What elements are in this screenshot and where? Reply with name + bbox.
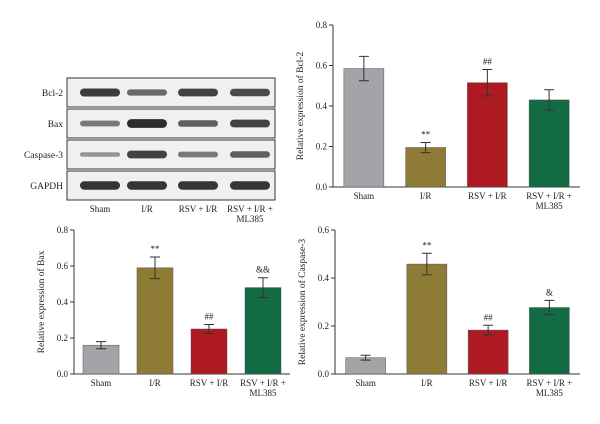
bax-category-label-rsv-i-r-ml385: RSV + I/R +: [240, 378, 286, 388]
bax-y-tick-label: 0.0: [57, 369, 69, 379]
bcl2-y-tick-label: 0.4: [316, 101, 328, 111]
bax-y-tick-label: 0.8: [57, 225, 69, 235]
caspase3-category-label-rsv-i-r: RSV + I/R: [469, 378, 507, 388]
caspase3-error-bar-rsv-i-r: [483, 324, 494, 336]
caspase3-category-label-sham: Sham: [355, 378, 376, 388]
blot-band-gapdh-lane-1: [80, 181, 120, 190]
blot-lane-label-ml385: ML385: [237, 214, 265, 224]
caspase3-bar-chart: 0.0 0.2 0.4 0.6 Relative expression of Caspa…: [297, 225, 580, 398]
bax-bar-rsv-i-r-ml385: [244, 287, 282, 375]
caspase3-y-tick-label: 0.4: [318, 273, 330, 283]
blot-band-bcl-2-lane-3: [178, 88, 218, 97]
caspase3-y-axis-label: Relative expression of Caspase-3: [297, 239, 308, 366]
caspase3-significance-i-r: **: [422, 240, 432, 250]
caspase3-error-bar-rsv-i-r-ml385: [544, 299, 555, 316]
caspase3-bar-rsv-i-r-ml385: [529, 307, 570, 375]
bcl2-error-bar-sham: [358, 55, 369, 82]
caspase3-category-label-rsv-i-r-ml385: RSV + I/R +: [527, 378, 573, 388]
bax-category-label-i-r: I/R: [149, 378, 161, 388]
blot-lane-label-i-r: I/R: [141, 204, 153, 214]
bcl2-y-tick-label: 0.8: [316, 20, 328, 30]
bax-category-label-sham: Sham: [91, 378, 112, 388]
caspase3-category-label-i-r: I/R: [421, 378, 433, 388]
bax-category-label-rsv-i-r-ml385: ML385: [250, 388, 278, 398]
bax-error-bar-sham: [96, 341, 106, 350]
blot-row-label-bax: Bax: [48, 120, 64, 130]
bax-bar-rsv-i-r: [190, 328, 228, 375]
blot-lane-label-rsv-i-r: RSV + I/R +: [227, 204, 273, 214]
western-blot-panel: Bcl-2 Bax Caspase-3 GAPDH Sham I/R RSV + I/R RS…: [24, 77, 276, 224]
caspase3-significance-rsv-i-r: ##: [484, 312, 494, 322]
blot-row-label-gapdh: GAPDH: [30, 182, 63, 192]
bax-bar-i-r: [136, 267, 174, 375]
bax-bar-chart: 0.0 0.2 0.4 0.6 0.8 Relative expression of Ba…: [36, 225, 290, 398]
bax-y-axis-label: Relative expression of Bax: [36, 250, 47, 353]
bax-bar-sham: [82, 344, 120, 375]
bax-category-label-rsv-i-r: RSV + I/R: [190, 378, 228, 388]
bcl2-error-bar-i-r: [420, 141, 431, 154]
blot-band-caspase-3-lane-4: [230, 151, 270, 158]
bcl2-category-label-rsv-i-r-ml385: RSV + I/R +: [526, 191, 572, 201]
bax-y-tick-label: 0.2: [57, 333, 68, 343]
caspase3-error-bar-i-r: [421, 252, 432, 276]
bcl2-y-tick-label: 0.0: [316, 182, 328, 192]
bax-significance-rsv-i-r: ##: [205, 312, 215, 322]
bcl2-error-bar-rsv-i-r-ml385: [544, 89, 555, 111]
bcl2-category-label-rsv-i-r: RSV + I/R: [468, 191, 506, 201]
blot-band-bax-lane-3: [178, 120, 218, 127]
bcl2-category-label-rsv-i-r-ml385: ML385: [536, 201, 564, 211]
bcl2-bar-sham: [343, 68, 385, 188]
bcl2-category-label-sham: Sham: [354, 191, 375, 201]
blot-band-bax-lane-4: [230, 119, 270, 128]
blot-band-gapdh-lane-4: [230, 181, 270, 190]
bcl2-y-tick-label: 0.6: [316, 61, 328, 71]
bax-significance-i-r: **: [151, 244, 161, 254]
blot-row-label-bcl-2: Bcl-2: [42, 89, 63, 99]
bcl2-y-axis-label: Relative expression of Bcl-2: [295, 52, 306, 161]
bax-error-bar-i-r: [150, 256, 160, 280]
blot-band-caspase-3-lane-1: [80, 152, 120, 157]
blot-band-gapdh-lane-2: [127, 181, 167, 190]
bax-y-tick-label: 0.4: [57, 297, 69, 307]
bax-error-bar-rsv-i-r: [204, 324, 214, 334]
blot-band-bax-lane-1: [80, 120, 120, 127]
bax-significance-rsv-i-r-ml385: &&: [256, 265, 270, 275]
bcl2-y-tick-label: 0.2: [316, 142, 327, 152]
caspase3-error-bar-sham: [360, 354, 371, 361]
bcl2-bar-i-r: [405, 147, 446, 188]
blot-band-caspase-3-lane-2: [127, 150, 167, 159]
blot-row-label-caspase-3: Caspase-3: [24, 151, 63, 161]
blot-band-caspase-3-lane-3: [178, 151, 218, 158]
blot-band-bcl-2-lane-1: [80, 88, 120, 97]
bcl2-bar-rsv-i-r-ml385: [528, 99, 570, 188]
bcl2-significance-i-r: **: [421, 129, 431, 139]
caspase3-significance-rsv-i-r-ml385: &: [546, 287, 553, 297]
bax-error-bar-rsv-i-r-ml385: [258, 277, 268, 298]
blot-band-bax-lane-2: [127, 119, 167, 128]
bax-y-tick-label: 0.6: [57, 261, 69, 271]
bcl2-bar-rsv-i-r: [467, 82, 508, 188]
bcl2-error-bar-rsv-i-r: [482, 69, 493, 97]
bcl2-significance-rsv-i-r: ##: [483, 57, 493, 67]
caspase3-category-label-rsv-i-r-ml385: ML385: [536, 388, 564, 398]
blot-band-gapdh-lane-3: [178, 181, 218, 190]
blot-band-bcl-2-lane-2: [127, 89, 167, 96]
caspase3-bar-i-r: [406, 263, 448, 375]
caspase3-y-tick-label: 0.2: [318, 321, 329, 331]
blot-lane-label-rsv-i-r: RSV + I/R: [179, 204, 217, 214]
bcl2-category-label-i-r: I/R: [420, 191, 432, 201]
caspase3-y-tick-label: 0.6: [318, 225, 330, 235]
blot-band-bcl-2-lane-4: [230, 88, 270, 97]
caspase3-y-tick-label: 0.0: [318, 369, 330, 379]
blot-lane-label-sham: Sham: [90, 204, 111, 214]
caspase3-bar-rsv-i-r: [467, 329, 509, 375]
bcl2-bar-chart: 0.0 0.2 0.4 0.6 0.8 Relative expression of Bc…: [295, 20, 580, 211]
